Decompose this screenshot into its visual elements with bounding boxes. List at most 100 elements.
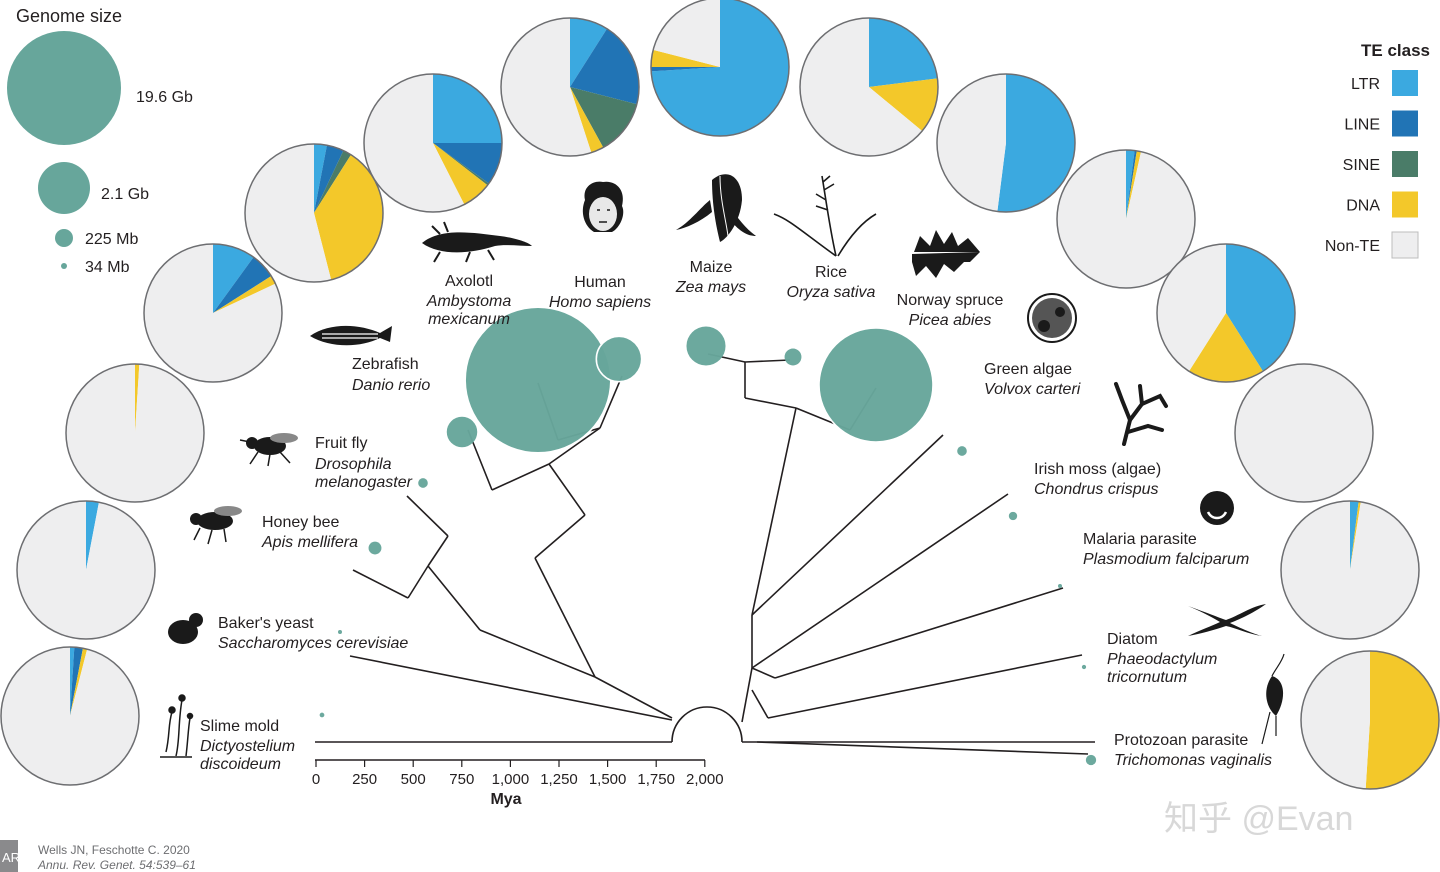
pie-diatom [1280,500,1420,640]
latin-norway-spruce: Picea abies [909,312,992,329]
label-zebrafish: Zebrafish [352,356,419,373]
te-legend-swatch-ltr [1392,70,1418,96]
label-norway-spruce: Norway spruce [897,292,1004,309]
latin-rice: Oryza sativa [787,284,876,301]
pie-rice [799,17,939,157]
annual-reviews-logo [0,840,18,872]
organism-silhouettes [160,174,1285,758]
genome-bubble-fruit-fly [418,478,428,488]
pie-slice-non-te-malaria-parasite [1235,364,1373,502]
genome-bubble-human [595,335,643,383]
x-axis-ticks: 0 250 500 750 1,000 1,250 1,500 1,750 2,000 [312,760,724,788]
pie-outline [65,363,205,503]
pie-slice-dna-irish-moss-algae [1189,313,1263,383]
pie-slice-non-te-human [501,18,592,156]
volvox-icon [1027,293,1077,343]
te-class-legend: TE class LTR LINE SINE DNA Non-TE [1325,41,1430,259]
legend-label-225mb: 225 Mb [85,231,138,248]
genome-bubble-diatom [1081,664,1087,670]
pie-slice-line-green-algae [1126,150,1137,219]
label-fruit-fly: Fruit fly [315,435,367,452]
pie-slice-ltr-slime-mold [70,647,75,716]
norway-spruce-icon [912,230,980,278]
te-legend-label-non-te: Non-TE [1325,238,1380,255]
latin-irish-moss: Chondrus crispus [1034,481,1159,498]
pie-slice-ltr-axolotl [433,74,502,143]
label-irish-moss: Irish moss (algae) [1034,461,1161,478]
diatom-icon [1188,604,1266,636]
latin-human: Homo sapiens [549,294,651,311]
pie-zebrafish [244,143,384,283]
pie-outline [143,243,283,383]
label-slime-mold: Slime mold [200,718,279,735]
pie-outline [16,500,156,640]
latin-malaria-parasite: Plasmodium falciparum [1083,551,1249,568]
pie-slice-dna-protozoan-parasite [1365,651,1440,790]
latin-axolotl-1: Ambystoma [426,293,512,310]
human-icon [582,181,624,232]
pie-slice-non-te-zebrafish [245,144,332,282]
x-tick-label: 2,000 [686,771,724,788]
pie-slice-non-te-rice [799,18,923,157]
pie-outline [244,143,384,283]
label-bakers-yeast: Baker's yeast [218,615,314,632]
pie-human [500,17,640,157]
pie-slice-non-te-maize [653,0,720,67]
legend-bubble-225mb [55,229,73,247]
pie-outline [363,73,503,213]
genome-bubble-green-algae [957,446,967,456]
pie-slice-sine-zebrafish [314,150,351,213]
latin-diatom-1: Phaeodactylum [1107,651,1217,668]
pie-maize [650,0,790,137]
pie-slice-non-te-honey-bee [65,363,204,502]
genome-bubble-honey-bee [368,541,382,555]
latin-maize: Zea mays [675,279,746,296]
rice-icon [773,175,877,257]
te-legend-label-ltr: LTR [1351,76,1380,93]
malaria-parasite-icon [1200,491,1234,525]
pie-slice-ltr-diatom [1350,501,1359,570]
pie-slice-line-slime-mold [70,647,83,716]
latin-fruit-fly-1: Drosophila [315,456,392,473]
latin-slime-mold-2: discoideum [200,756,281,773]
pie-slice-dna-honey-bee [135,364,140,433]
pie-slice-line-human [570,28,639,105]
pie-slice-non-te-diatom [1280,501,1419,639]
legend-bubble-34mb [61,263,67,269]
pie-slice-line-zebrafish [314,145,344,213]
logo-text: AR [2,850,20,865]
pie-fruit-fly [143,243,283,383]
latin-diatom-2: tricornutum [1107,669,1187,686]
pie-slice-ltr-green-algae [1126,150,1135,219]
te-legend-title: TE class [1361,41,1430,60]
pie-slice-dna-maize [650,49,720,67]
trichomonas-icon [1261,653,1285,745]
pie-baker-s-yeast [16,500,156,640]
genome-bubble-zebrafish [446,416,478,448]
te-legend-swatch-sine [1392,151,1418,177]
honey-bee-icon [190,506,242,545]
credit-line-2: Annu. Rev. Genet. 54:539–61 [37,858,196,872]
pie-outline [1300,650,1440,790]
zebrafish-icon [310,325,392,346]
te-legend-swatch-dna [1392,191,1418,218]
pie-slice-line-maize [651,67,720,72]
pie-outline [1234,363,1374,503]
label-malaria-parasite: Malaria parasite [1083,531,1197,548]
x-tick-label: 250 [352,771,377,788]
label-axolotl: Axolotl [445,273,493,290]
pie-outline [1280,500,1420,640]
pie-slime-mold [0,646,140,786]
pie-outline [0,646,140,786]
pie-slice-ltr-zebrafish [314,144,327,213]
pie-slice-ltr-human [570,18,607,87]
latin-fruit-fly-2: melanogaster [315,474,413,491]
pie-slice-non-te-fruit-fly [144,244,282,382]
te-legend-label-sine: SINE [1343,157,1380,174]
pie-outline [500,17,640,157]
pie-slice-ltr-rice [869,18,938,87]
pie-slice-dna-rice [869,78,938,131]
genome-bubble-protozoan-parasite [1085,754,1097,766]
latin-axolotl-2: mexicanum [428,311,510,328]
latin-green-algae: Volvox carteri [984,381,1081,398]
